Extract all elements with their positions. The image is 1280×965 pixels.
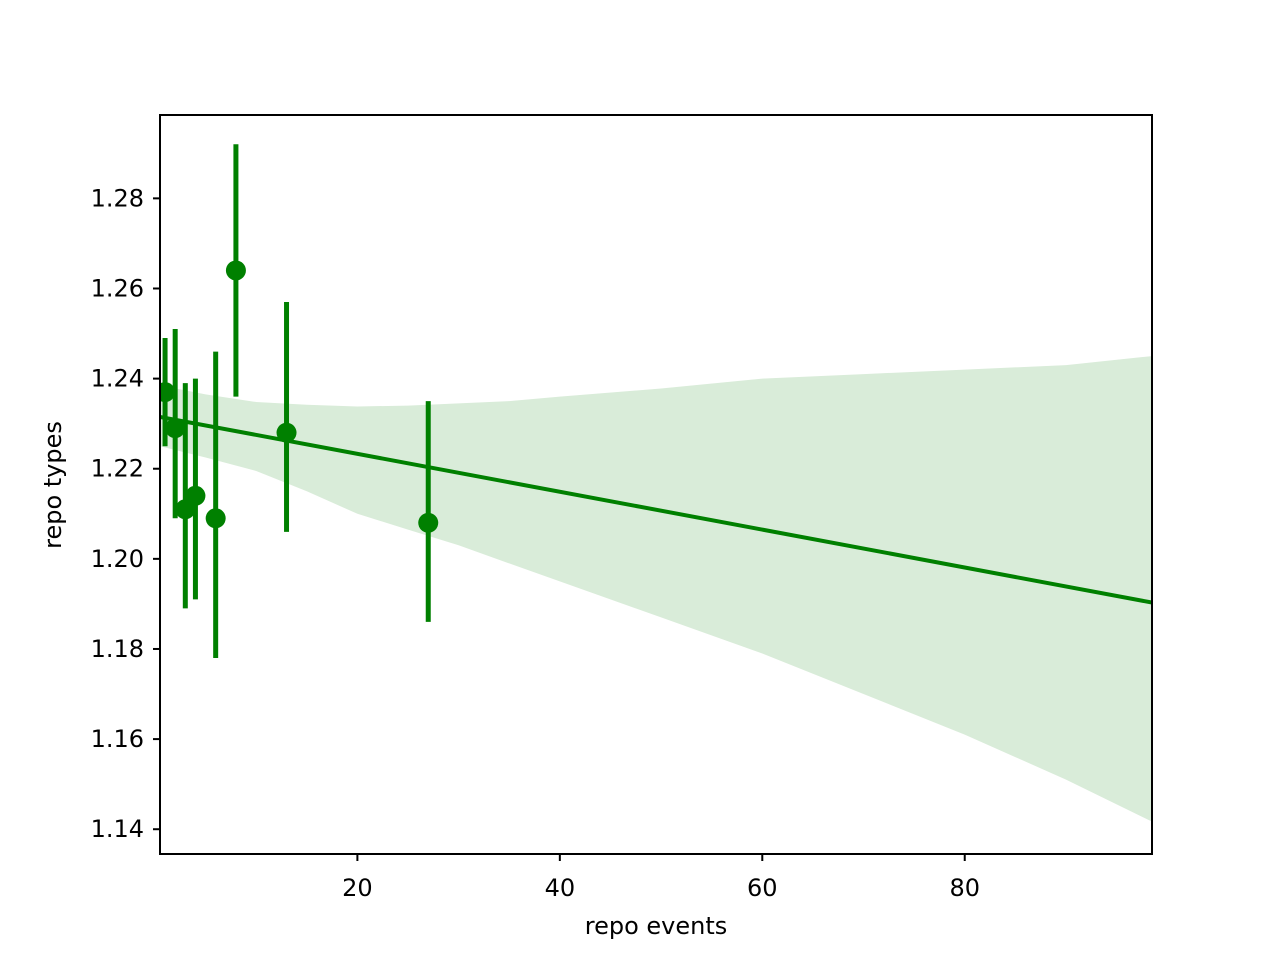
y-axis-label: repo types (39, 421, 67, 549)
x-tick-label: 20 (342, 874, 373, 902)
confidence-band (160, 356, 1152, 822)
data-point (225, 260, 246, 281)
y-tick-label: 1.20 (91, 545, 144, 573)
x-tick-label: 60 (747, 874, 778, 902)
y-tick-label: 1.16 (91, 725, 144, 753)
y-tick-label: 1.22 (91, 455, 144, 483)
x-tick-label: 80 (949, 874, 980, 902)
y-tick-label: 1.26 (91, 274, 144, 302)
data-point (276, 422, 297, 443)
plot-frame (159, 114, 1153, 855)
y-tick-label: 1.24 (91, 365, 144, 393)
data-point (418, 512, 439, 533)
y-tick-label: 1.14 (91, 815, 144, 843)
data-point (185, 485, 206, 506)
x-tick-label: 40 (545, 874, 576, 902)
data-point (160, 382, 176, 403)
y-tick-label: 1.28 (91, 184, 144, 212)
x-axis-label: repo events (585, 912, 728, 940)
data-point (165, 418, 186, 439)
y-tick-label: 1.18 (91, 635, 144, 663)
regression-line (160, 414, 1152, 605)
data-point (205, 508, 226, 529)
